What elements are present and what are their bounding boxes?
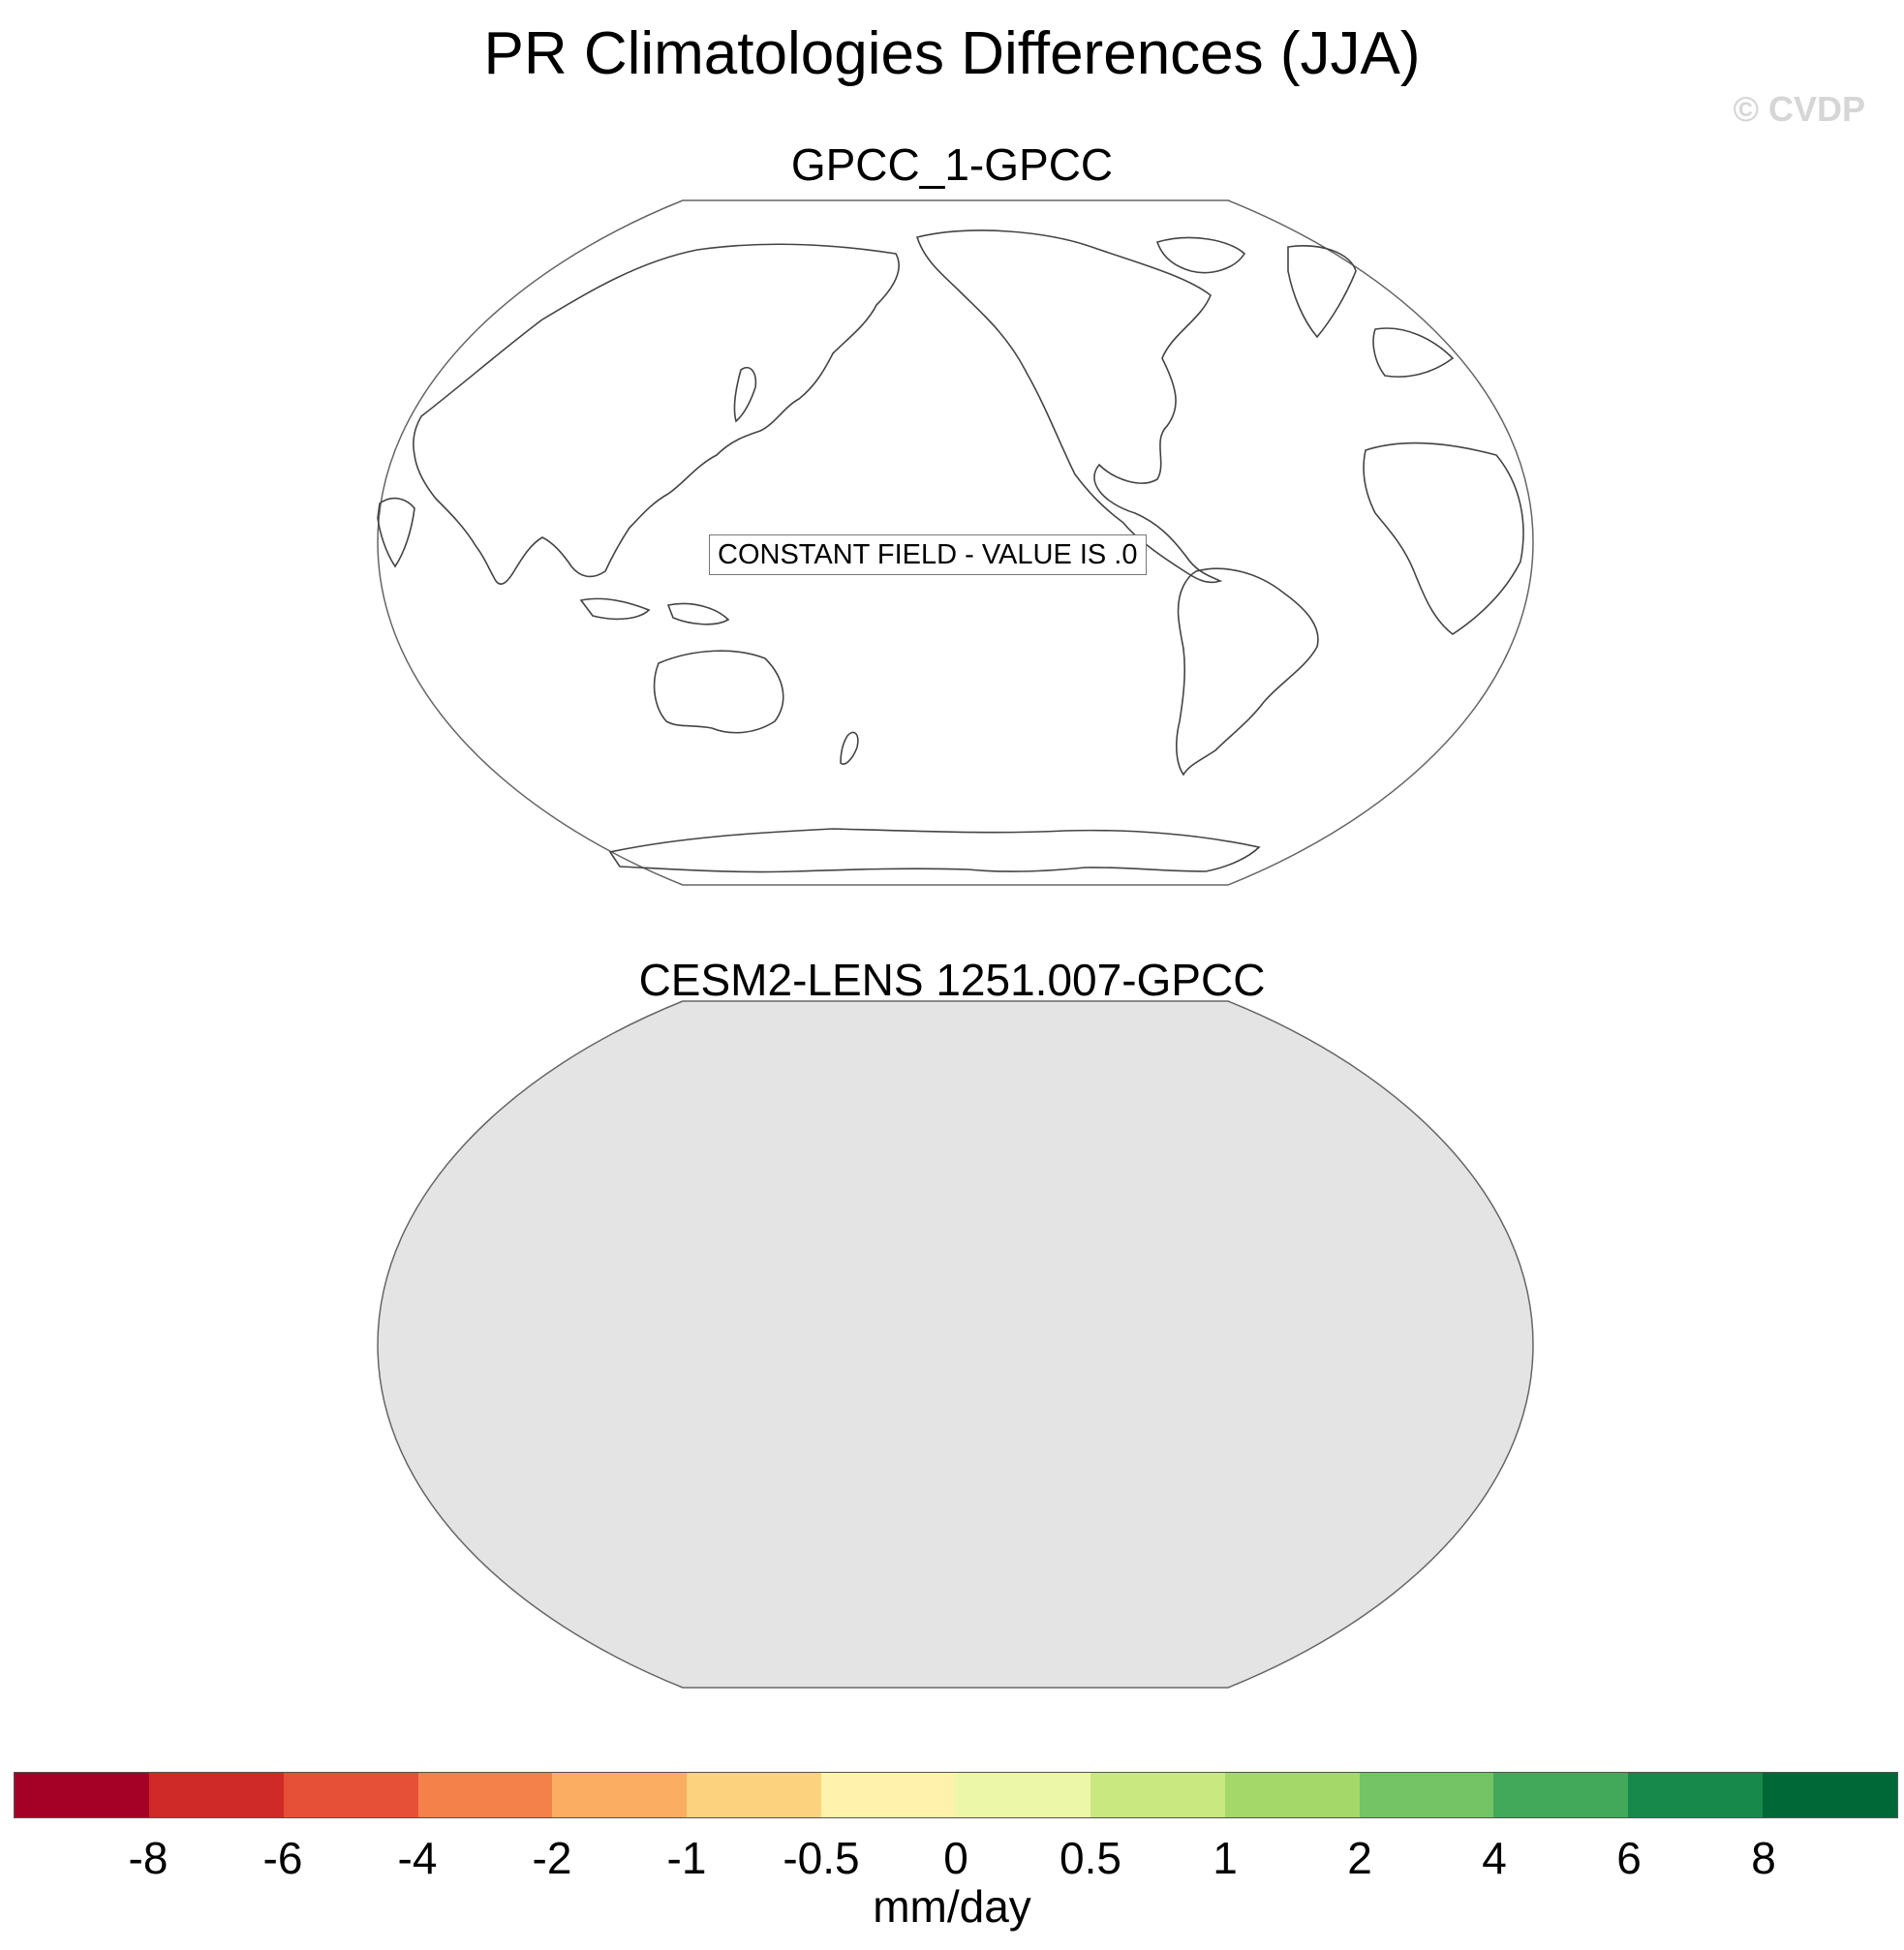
colorbar-tick-label: 4 xyxy=(1482,1833,1507,1883)
colorbar-tick-label: -4 xyxy=(397,1833,438,1883)
figure-title: PR Climatologies Differences (JJA) xyxy=(483,20,1421,87)
colorbar-segment xyxy=(1359,1773,1494,1817)
colorbar-tick-label: -1 xyxy=(666,1833,707,1883)
colorbar-units: mm/day xyxy=(873,1881,1031,1932)
colorbar-segment xyxy=(821,1773,957,1817)
colorbar-tick-label: 8 xyxy=(1751,1833,1776,1883)
colorbar-segment xyxy=(1090,1773,1225,1817)
colorbar-segment xyxy=(417,1773,553,1817)
map-panel-2 xyxy=(377,1000,1534,1689)
map-border-2 xyxy=(377,1000,1534,1689)
colorbar-segment xyxy=(1224,1773,1360,1817)
colorbar-tick-label: -8 xyxy=(128,1833,169,1883)
colorbar-tick-label: 1 xyxy=(1213,1833,1238,1883)
colorbar-tick-label: 0 xyxy=(943,1833,968,1883)
colorbar-tick-label: -2 xyxy=(532,1833,572,1883)
panel-2-title: CESM2-LENS 1251.007-GPCC xyxy=(638,955,1266,1005)
maps-svg xyxy=(377,199,1534,1689)
watermark: © CVDP xyxy=(1733,89,1865,129)
colorbar-segment xyxy=(283,1773,418,1817)
panel-1-title: GPCC_1-GPCC xyxy=(790,139,1114,190)
colorbar xyxy=(14,1772,1898,1818)
colorbar-tick-label: 6 xyxy=(1616,1833,1642,1883)
colorbar-segment xyxy=(1628,1773,1764,1817)
colorbar-tick-label: 2 xyxy=(1347,1833,1372,1883)
colorbar-segment xyxy=(1493,1773,1629,1817)
colorbar-tick-label: 0.5 xyxy=(1059,1833,1121,1883)
colorbar-segment xyxy=(148,1773,284,1817)
colorbar-segment xyxy=(956,1773,1090,1817)
colorbar-ticks: -8 -6 -4 -2 -1 -0.5 0 0.5 1 2 4 6 8 xyxy=(14,1832,1898,1890)
colorbar-segment xyxy=(1763,1773,1898,1817)
colorbar-tick-label: -0.5 xyxy=(783,1833,860,1883)
constant-field-note: CONSTANT FIELD - VALUE IS .0 xyxy=(709,534,1147,575)
colorbar-segment xyxy=(552,1773,688,1817)
colorbar-segment xyxy=(687,1773,822,1817)
colorbar-tick-label: -6 xyxy=(262,1833,303,1883)
colorbar-segment xyxy=(15,1773,149,1817)
